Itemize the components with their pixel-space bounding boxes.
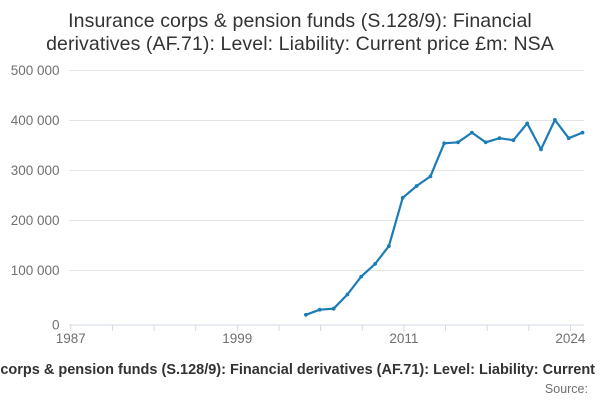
svg-text:1987: 1987 xyxy=(56,331,86,346)
svg-text:100 000: 100 000 xyxy=(11,263,60,278)
svg-text:300 000: 300 000 xyxy=(11,163,60,178)
svg-text:500 000: 500 000 xyxy=(11,63,60,78)
svg-text:200 000: 200 000 xyxy=(11,213,60,228)
svg-text:2011: 2011 xyxy=(389,331,418,346)
svg-text:400 000: 400 000 xyxy=(11,113,60,128)
svg-text:1999: 1999 xyxy=(222,331,252,346)
svg-text:2024: 2024 xyxy=(555,331,586,346)
